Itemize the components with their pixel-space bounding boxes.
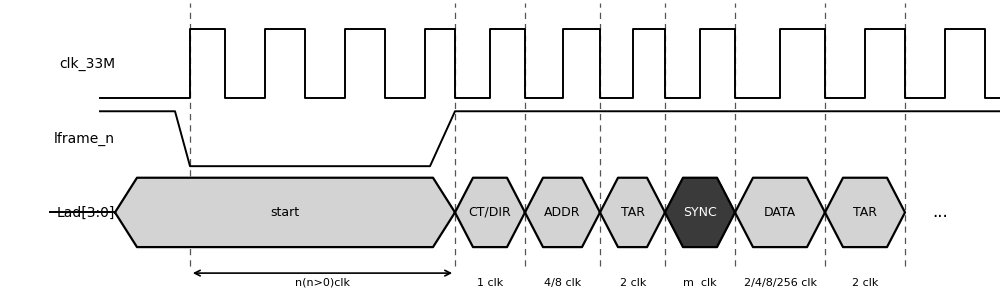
Text: ADDR: ADDR	[544, 206, 581, 219]
Polygon shape	[735, 178, 825, 247]
Polygon shape	[665, 178, 735, 247]
Polygon shape	[825, 178, 905, 247]
Polygon shape	[115, 178, 455, 247]
Text: CT/DIR: CT/DIR	[469, 206, 511, 219]
Text: ...: ...	[932, 203, 948, 221]
Text: 1 clk: 1 clk	[477, 278, 503, 288]
Text: 2/4/8/256 clk: 2/4/8/256 clk	[744, 278, 816, 288]
Text: start: start	[270, 206, 300, 219]
Text: 4/8 clk: 4/8 clk	[544, 278, 581, 288]
Text: 2 clk: 2 clk	[852, 278, 878, 288]
Text: TAR: TAR	[621, 206, 645, 219]
Text: clk_33M: clk_33M	[59, 57, 115, 71]
Text: TAR: TAR	[853, 206, 877, 219]
Polygon shape	[600, 178, 665, 247]
Polygon shape	[525, 178, 600, 247]
Text: lframe_n: lframe_n	[54, 132, 115, 146]
Text: n(n>0)clk: n(n>0)clk	[295, 278, 350, 288]
Text: DATA: DATA	[764, 206, 796, 219]
Text: SYNC: SYNC	[683, 206, 717, 219]
Text: 2 clk: 2 clk	[620, 278, 646, 288]
Text: Lad[3:0]: Lad[3:0]	[57, 205, 115, 219]
Polygon shape	[455, 178, 525, 247]
Text: m  clk: m clk	[683, 278, 717, 288]
